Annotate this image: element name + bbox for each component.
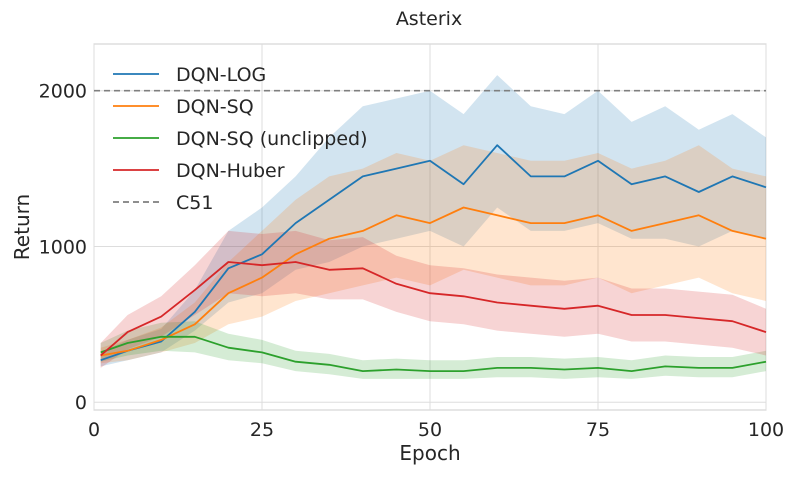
y-tick-label: 0	[75, 392, 87, 414]
series-lines	[100, 144, 767, 373]
confidence-band	[100, 145, 766, 364]
y-tick-label: 1000	[39, 236, 87, 258]
x-axis-label: Epoch	[399, 441, 460, 465]
y-axis-label: Return	[10, 194, 34, 260]
legend-label: C51	[176, 192, 213, 214]
series-line	[100, 261, 767, 357]
series-line	[100, 335, 767, 373]
legend-label: DQN-LOG	[176, 64, 266, 86]
y-tick-label: 2000	[39, 81, 87, 103]
x-tick-label: 25	[250, 419, 274, 441]
legend-label: DQN-SQ	[176, 96, 254, 118]
confidence-band	[100, 321, 766, 379]
legend: DQN-LOG DQN-SQ DQN-SQ (unclipped) DQN-Huber…	[113, 64, 368, 214]
series-line	[100, 206, 767, 357]
x-tick-label: 75	[586, 419, 610, 441]
legend-label: DQN-SQ (unclipped)	[176, 128, 368, 150]
series-line	[100, 144, 767, 362]
x-tick-labels: 0 25 50 75 100	[88, 419, 784, 441]
x-tick-label: 0	[88, 419, 100, 441]
legend-label: DQN-Huber	[176, 160, 285, 182]
chart-title: Asterix	[396, 8, 462, 30]
x-tick-label: 50	[418, 419, 442, 441]
x-tick-label: 100	[748, 419, 784, 441]
y-tick-labels: 0 1000 2000	[39, 81, 87, 414]
